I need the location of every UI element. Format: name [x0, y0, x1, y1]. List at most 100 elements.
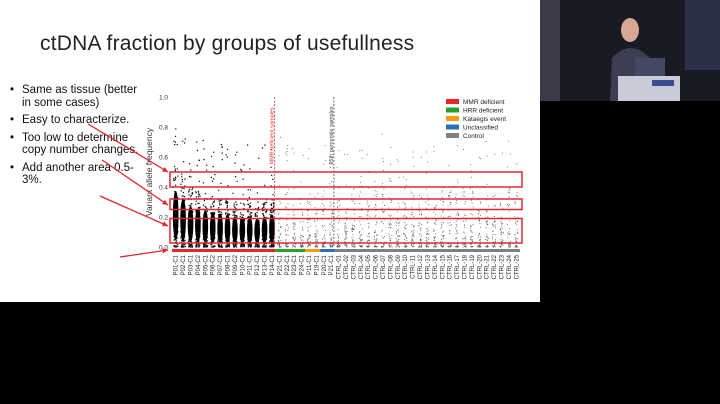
data-point — [337, 228, 339, 230]
data-point — [469, 238, 471, 240]
data-point — [234, 154, 237, 156]
data-point — [375, 214, 377, 216]
data-point — [321, 224, 323, 226]
data-point — [344, 243, 346, 245]
data-point — [375, 231, 377, 233]
data-point — [509, 191, 510, 193]
data-point — [278, 230, 280, 232]
data-point — [263, 243, 266, 246]
x-tick-label: P11-C1 — [307, 254, 313, 275]
data-point — [472, 241, 474, 242]
data-point — [398, 202, 399, 204]
data-point — [359, 231, 361, 233]
data-point — [294, 225, 296, 227]
data-point — [411, 240, 412, 242]
data-point — [279, 235, 281, 237]
data-point — [300, 234, 301, 236]
data-point — [435, 245, 437, 247]
data-point — [346, 238, 348, 240]
data-point — [211, 180, 214, 182]
data-point — [514, 246, 516, 248]
data-point — [419, 244, 421, 246]
data-point — [391, 234, 393, 236]
data-point — [418, 222, 420, 224]
data-point — [219, 210, 221, 213]
data-point — [404, 202, 406, 204]
data-point — [240, 245, 242, 247]
data-point — [388, 214, 390, 216]
data-point — [234, 211, 236, 214]
x-tick-label: P01-C1 — [174, 254, 180, 275]
data-point — [329, 183, 331, 185]
data-point — [277, 214, 279, 216]
data-point — [287, 234, 289, 236]
data-point — [346, 219, 348, 221]
data-point — [190, 176, 192, 178]
bullet-item: Same as tissue (better in some cases) — [10, 84, 140, 109]
data-point — [308, 158, 309, 160]
data-point — [447, 216, 449, 218]
data-point — [382, 223, 384, 225]
data-point — [463, 238, 465, 240]
data-point — [182, 191, 185, 194]
data-point — [507, 236, 509, 238]
data-point — [495, 205, 496, 207]
x-tick-label: CTRL-01 — [337, 254, 343, 279]
data-point — [404, 234, 406, 236]
data-point — [285, 245, 287, 247]
data-point — [499, 203, 501, 205]
data-point — [257, 244, 259, 246]
data-point — [242, 214, 244, 216]
data-point — [307, 222, 308, 223]
data-point — [434, 246, 436, 248]
data-point — [492, 225, 494, 227]
data-point — [418, 225, 420, 227]
data-point — [219, 199, 222, 202]
data-point — [500, 244, 502, 246]
data-point — [287, 243, 289, 245]
data-point — [269, 245, 271, 247]
data-point — [324, 241, 326, 243]
data-point — [273, 205, 275, 207]
data-point — [495, 227, 496, 229]
data-point — [351, 243, 353, 245]
data-point — [240, 213, 243, 216]
data-point — [425, 202, 427, 203]
data-point — [302, 244, 304, 246]
data-point — [286, 224, 288, 226]
data-point — [323, 236, 325, 238]
data-point — [398, 245, 400, 247]
data-point — [301, 214, 303, 216]
data-point — [293, 211, 295, 213]
x-tick-label: CTRL-14 — [433, 254, 439, 279]
bullet-item: Add another area 0.5-3%. — [10, 162, 140, 187]
data-point — [515, 239, 517, 241]
data-point — [279, 232, 281, 234]
data-point — [258, 157, 260, 159]
data-point — [309, 193, 311, 195]
group-color-bar — [305, 249, 321, 252]
data-point — [456, 237, 458, 239]
data-point — [353, 244, 355, 246]
data-point — [198, 159, 200, 161]
data-point — [472, 224, 474, 226]
data-point — [210, 205, 212, 208]
data-point — [454, 246, 456, 248]
data-point — [272, 244, 274, 246]
data-point — [239, 212, 242, 214]
x-tick-label: CTRL-19 — [470, 254, 476, 279]
data-point — [455, 214, 457, 216]
annotation-arrow — [101, 159, 169, 206]
data-point — [434, 243, 436, 245]
data-point — [211, 196, 213, 198]
data-point — [249, 213, 251, 216]
x-tick-label: P10-C1 — [240, 254, 246, 275]
data-point — [443, 244, 444, 246]
data-point — [396, 159, 398, 161]
data-point — [205, 245, 207, 247]
y-tick-label: 1.0 — [159, 95, 168, 102]
data-point — [279, 200, 281, 202]
data-point — [175, 128, 177, 130]
data-point — [448, 215, 450, 217]
data-point — [375, 204, 376, 206]
